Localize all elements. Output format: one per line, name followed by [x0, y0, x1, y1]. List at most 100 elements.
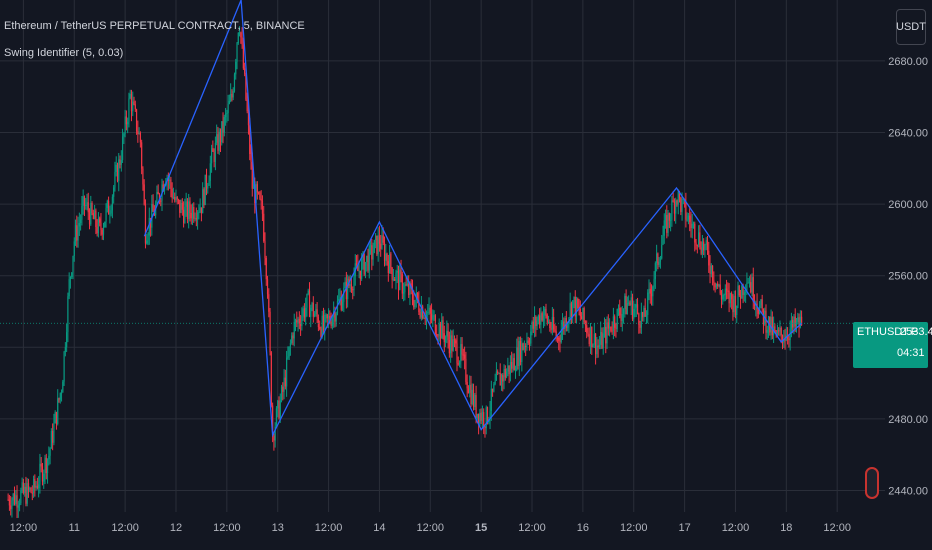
candle-body	[581, 316, 583, 320]
candle-body	[237, 32, 239, 44]
candle-body	[191, 207, 194, 219]
candle-body	[598, 344, 601, 348]
candle-body	[124, 116, 126, 134]
candle-body	[107, 200, 110, 215]
candle-body	[286, 357, 288, 387]
candle-body	[794, 316, 796, 327]
candle-body	[404, 284, 406, 293]
candle-body	[73, 241, 75, 256]
candle-body	[563, 321, 565, 330]
candle-body	[411, 288, 414, 300]
candle-body	[527, 340, 529, 344]
candle-body	[423, 317, 425, 319]
candle-body	[343, 287, 345, 302]
candle-body	[480, 412, 482, 421]
candle-body	[438, 323, 440, 337]
indicator-legend[interactable]: Swing Identifier (5, 0.03)	[4, 47, 124, 59]
candle-body	[198, 212, 200, 214]
candle-body	[511, 362, 513, 369]
candle-body	[121, 136, 124, 161]
candle-body	[783, 339, 785, 343]
swing-zigzag-line	[143, 0, 803, 438]
candle-body	[475, 395, 477, 419]
candle-body	[313, 314, 316, 317]
candle-body	[72, 255, 74, 273]
candle-body	[279, 400, 281, 419]
candle-body	[718, 284, 720, 287]
candle-body	[305, 307, 307, 318]
candle-body	[210, 148, 213, 164]
candle-body	[251, 161, 253, 189]
candle-body	[747, 282, 749, 284]
last-price-tag: ETHUSDT.P 2533.43 04:31	[853, 322, 932, 368]
price-tick-label: 2560.00	[888, 271, 928, 283]
candle-body	[485, 407, 487, 429]
candle-body	[174, 197, 176, 201]
candle-body	[270, 352, 272, 406]
candle-body	[82, 196, 84, 206]
candle-body	[633, 309, 635, 319]
time-axis[interactable]: 12:00 11 12:00 12 12:00 13 12:00 14 12:00 15 12:00…	[10, 522, 851, 534]
candle-body	[77, 226, 79, 241]
candle-body	[741, 285, 743, 299]
time-tick-label: 12:00	[722, 522, 750, 534]
candle-body	[196, 212, 199, 220]
candle-body	[143, 184, 145, 205]
candle-body	[556, 337, 559, 339]
candle-body	[555, 331, 557, 338]
candle-body	[469, 384, 471, 393]
candle-body	[326, 314, 328, 319]
price-axis[interactable]: 2440.002480.002520.002560.002600.002640.…	[888, 56, 928, 498]
candle-body	[442, 320, 444, 334]
candle-body	[466, 381, 468, 389]
candle-body	[757, 309, 759, 314]
candle-body	[364, 262, 367, 275]
candle-body	[547, 322, 550, 324]
candle-body	[401, 274, 403, 294]
candle-body	[476, 413, 478, 419]
candle-body	[142, 168, 144, 185]
flag-icon[interactable]	[865, 467, 879, 499]
candle-body	[241, 37, 243, 45]
candle-body	[784, 339, 786, 341]
candle-body	[321, 315, 323, 337]
candle-body	[526, 340, 528, 347]
time-tick-label: 12:00	[823, 522, 851, 534]
candle-body	[118, 159, 120, 181]
candle-body	[195, 218, 197, 220]
candle-body	[307, 290, 309, 294]
candle-body	[673, 201, 676, 214]
candle-body	[232, 91, 234, 98]
candle-body	[278, 400, 280, 419]
candle-body	[409, 283, 411, 296]
candle-body	[55, 412, 58, 424]
candle-body	[58, 398, 60, 400]
candle-body	[546, 314, 548, 323]
candle-body	[422, 306, 424, 319]
candle-body	[719, 284, 721, 294]
chart-legend-title[interactable]: Ethereum / TetherUS PERPETUAL CONTRACT, …	[4, 20, 305, 32]
candle-body	[512, 358, 514, 369]
currency-button[interactable]: USDT	[896, 9, 926, 45]
candle-body	[376, 235, 378, 255]
candle-body	[358, 270, 360, 272]
candle-body	[146, 240, 148, 244]
candle-body	[116, 164, 119, 181]
candle-body	[96, 227, 98, 234]
candle-body	[452, 339, 454, 351]
candle-body	[573, 296, 575, 301]
candle-body	[648, 288, 650, 293]
chart-grid	[0, 0, 885, 512]
candle-body	[252, 184, 255, 189]
candle-body	[495, 371, 498, 381]
candle-body	[479, 412, 481, 424]
candle-body	[59, 393, 61, 400]
candle-body	[497, 371, 499, 374]
candle-body	[209, 163, 211, 181]
candle-body	[528, 343, 531, 345]
candle-body	[729, 292, 731, 304]
candle-body	[302, 308, 304, 317]
candle-body	[640, 312, 642, 328]
candle-body	[247, 111, 250, 126]
